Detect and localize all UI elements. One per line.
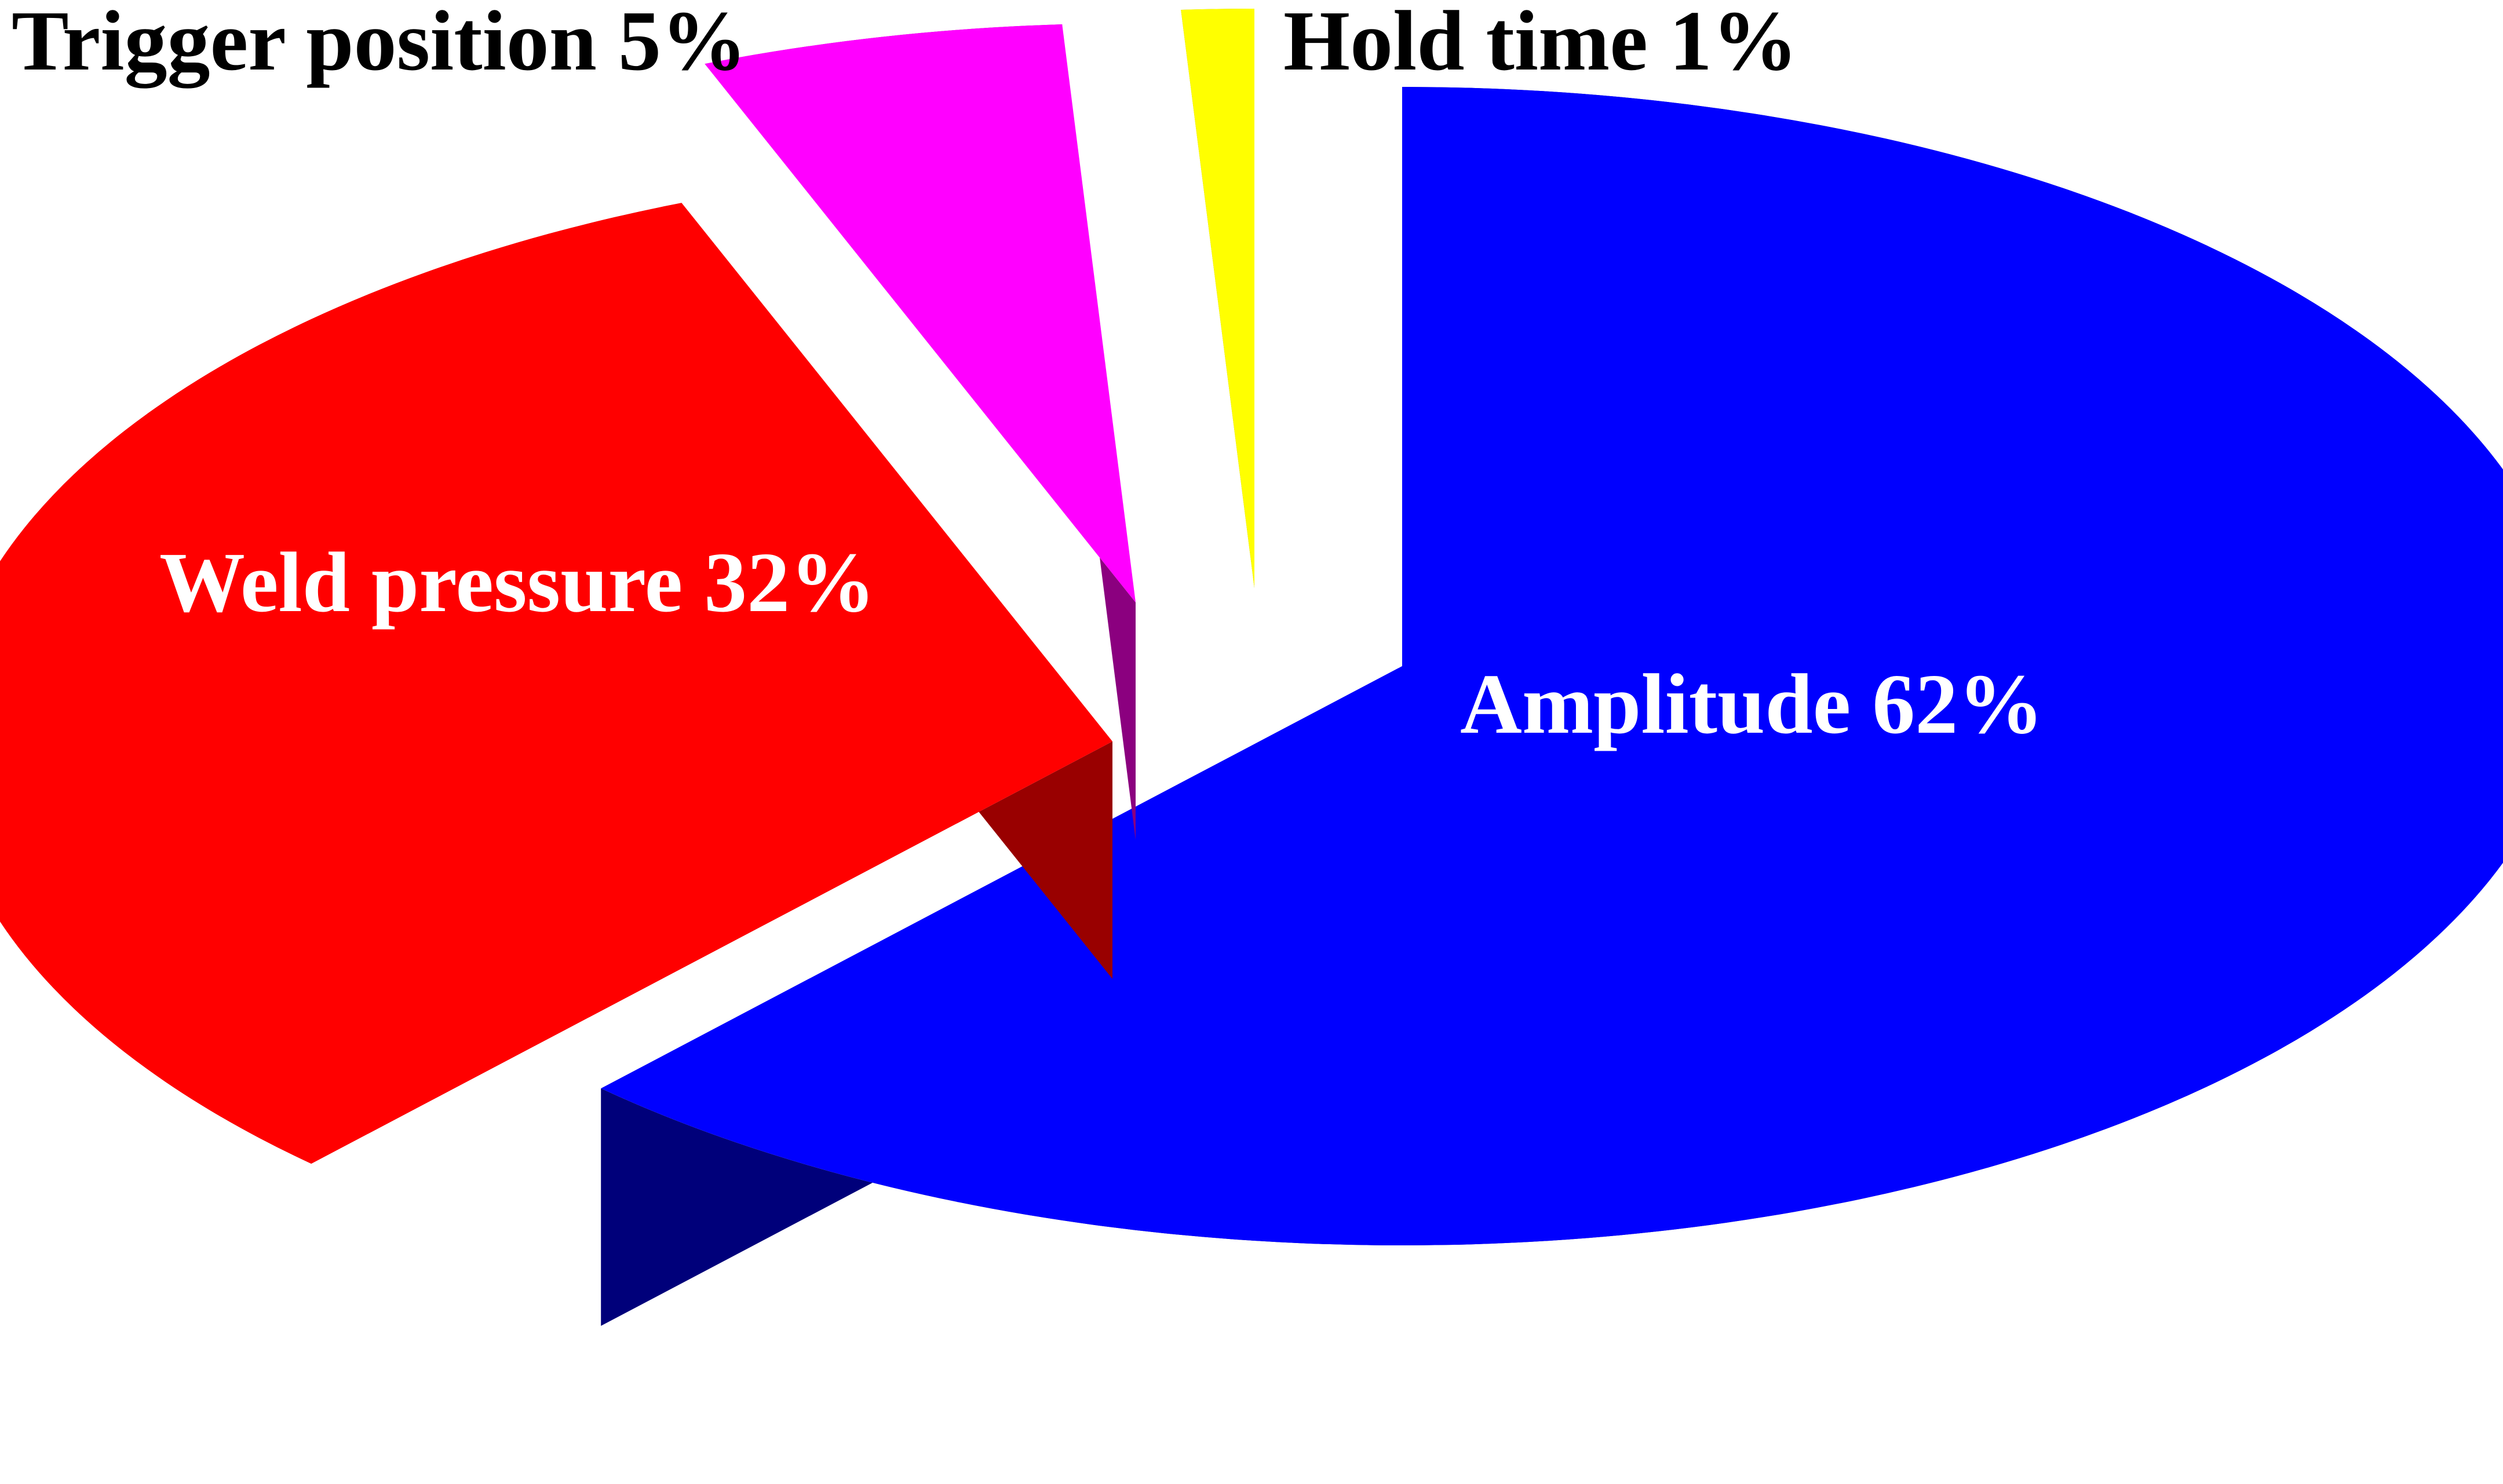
- slice-trigger-position-top: [705, 24, 1136, 602]
- slice-amplitude: [601, 87, 2503, 1483]
- slice-amplitude-top: [601, 87, 2503, 1245]
- slice-hold-time-top: [1181, 9, 1254, 588]
- label-weld-pressure: Weld pressure 32%: [159, 535, 875, 630]
- label-trigger-position: Trigger position 5%: [12, 0, 747, 89]
- slice-trigger-position: [705, 24, 1136, 840]
- slice-weld-pressure-top: [0, 203, 1112, 1164]
- slice-weld-pressure: [0, 203, 1112, 1401]
- slice-hold-time: [1181, 9, 1254, 825]
- label-hold-time: Hold time 1%: [1283, 0, 1798, 89]
- label-amplitude: Amplitude 62%: [1460, 657, 2044, 752]
